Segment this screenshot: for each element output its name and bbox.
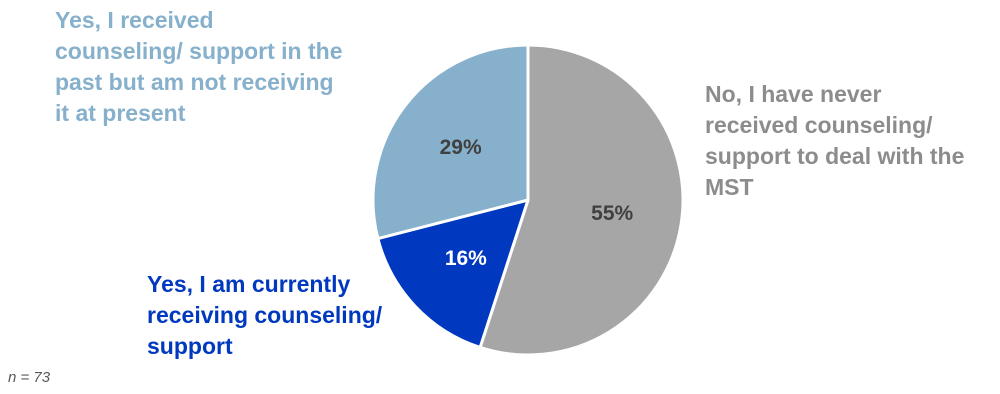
slice-current-value-label: 16%: [445, 247, 487, 270]
slice-past-value-label: 29%: [440, 136, 482, 159]
category-label-past: Yes, I received counseling/ support in t…: [55, 5, 395, 129]
slice-never-value-label: 55%: [591, 202, 633, 225]
category-label-current: Yes, I am currently receiving counseling…: [147, 269, 417, 362]
sample-size-note: n = 73: [8, 369, 50, 386]
category-label-never: No, I have never received counseling/ su…: [705, 79, 995, 203]
